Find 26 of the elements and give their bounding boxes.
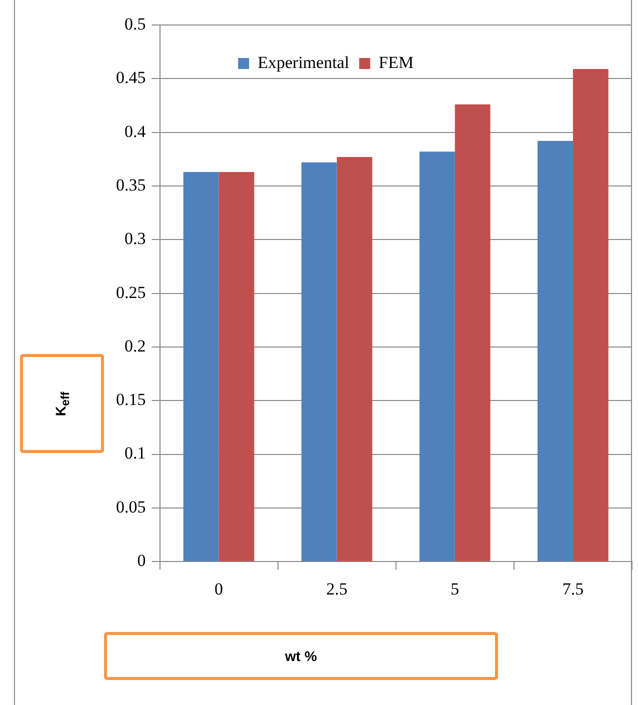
y-tick-label: 0.05 xyxy=(116,497,146,516)
bar xyxy=(301,162,337,562)
x-tick-label: 2.5 xyxy=(326,579,348,598)
y-tick-label: 0.25 xyxy=(116,282,146,302)
y-tick-label: 0.1 xyxy=(124,444,146,463)
bar xyxy=(419,152,455,562)
y-tick-label: 0.15 xyxy=(116,390,146,410)
x-axis-title: wt % xyxy=(285,648,317,664)
bar xyxy=(538,140,573,562)
legend-label: FEM xyxy=(378,52,414,72)
y-tick-label: 0.3 xyxy=(124,229,146,248)
bar xyxy=(183,172,219,562)
y-tick-label: 0.35 xyxy=(116,175,146,194)
x-tick-label: 5 xyxy=(450,579,460,598)
bar xyxy=(454,104,490,562)
bar xyxy=(572,69,608,562)
y-tick-label: 0.4 xyxy=(124,122,146,141)
y-tick-label: 0.2 xyxy=(124,336,146,356)
y-tick-label: 0.5 xyxy=(124,14,146,34)
y-tick-label: 0.45 xyxy=(116,68,146,88)
bar xyxy=(336,157,372,562)
x-tick-label: 0 xyxy=(214,579,224,598)
x-tick-label: 7.5 xyxy=(562,579,584,598)
legend-label: Experimental xyxy=(258,52,350,72)
y-tick-label: 0 xyxy=(137,551,146,570)
bar xyxy=(218,172,254,562)
